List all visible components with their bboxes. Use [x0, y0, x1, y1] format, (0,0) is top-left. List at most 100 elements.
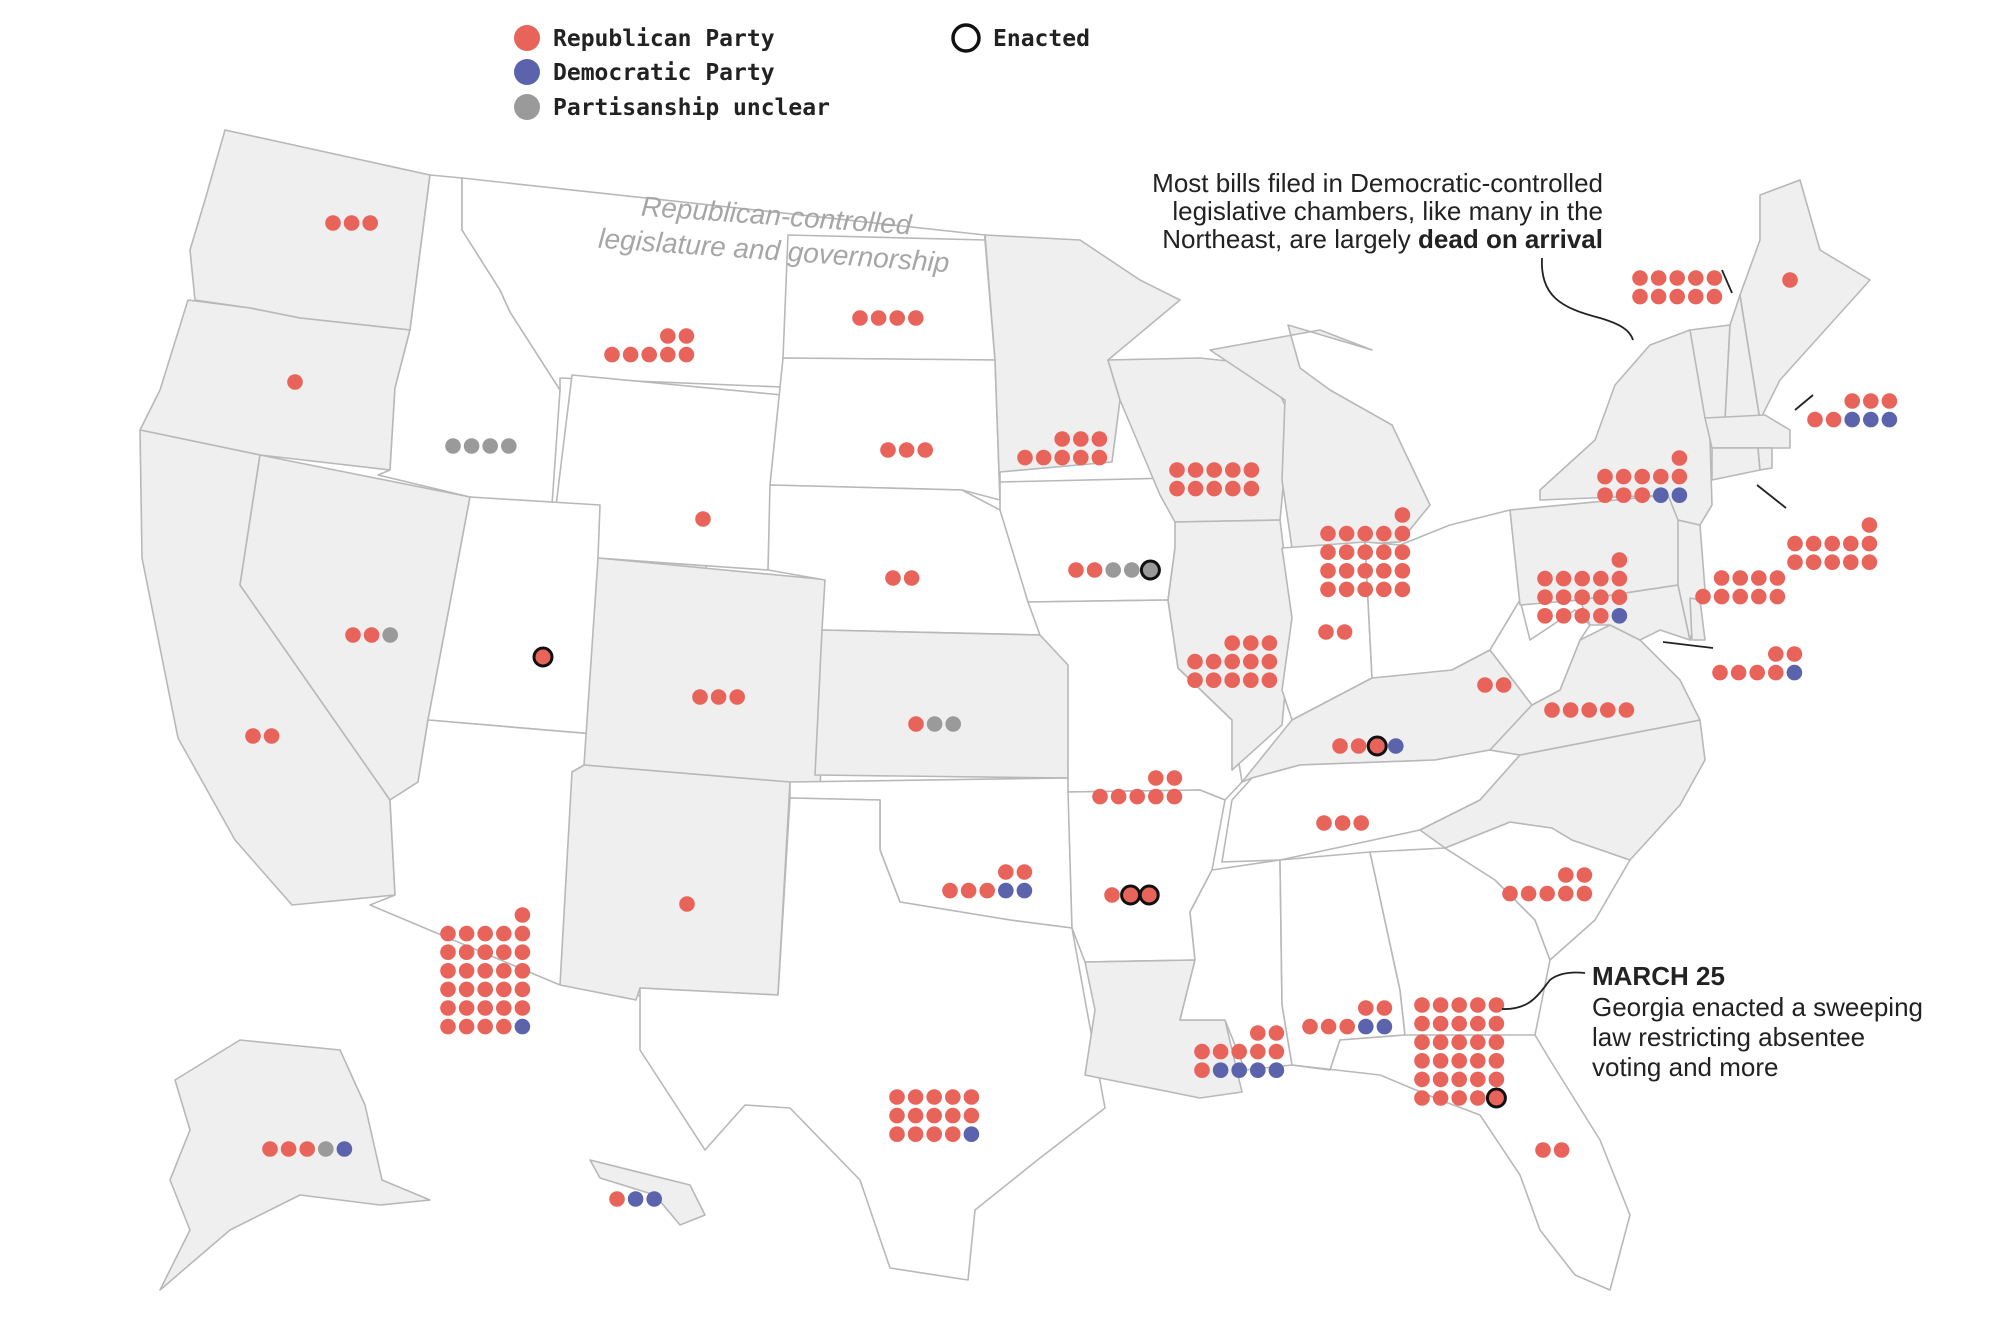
bill-dot-unclear: [501, 438, 517, 454]
bill-dot-republican: [1611, 570, 1628, 587]
bill-dot-republican: [1653, 468, 1669, 485]
bill-dot-republican: [1470, 1090, 1486, 1106]
bill-dot-republican: [1451, 997, 1467, 1013]
bill-dot-republican: [1593, 570, 1609, 587]
bill-dot-republican: [1414, 1053, 1430, 1069]
bill-dot-republican: [458, 963, 475, 979]
bill-dot-republican: [1224, 653, 1240, 670]
bill-dot-republican: [496, 981, 512, 998]
bill-dot-republican: [945, 1107, 961, 1124]
bill-dot-republican: [458, 944, 475, 960]
bill-dot-republican: [1357, 563, 1373, 579]
bill-dot-republican: [1730, 664, 1747, 681]
bill-group-tn: [1316, 815, 1369, 831]
bill-dot-unclear: [926, 716, 943, 732]
bill-dot-republican: [1148, 770, 1164, 786]
bill-dot-enacted: [1366, 735, 1388, 757]
bill-dot-republican: [898, 442, 915, 458]
bill-dot-republican: [1451, 1015, 1467, 1032]
bill-dot-republican: [1091, 431, 1108, 447]
bill-dot-republican: [1451, 1090, 1467, 1106]
state-fl: [1291, 1034, 1631, 1291]
bill-dot-republican: [1669, 288, 1685, 305]
bill-dot-enacted: [1138, 884, 1160, 906]
bill-dot-democratic: [1863, 411, 1879, 428]
bill-group-az: [440, 907, 531, 1035]
bill-dot-republican: [1414, 997, 1430, 1013]
bill-dot-republican: [1634, 487, 1650, 504]
bill-dot-republican: [1632, 288, 1648, 305]
bill-group-wy: [695, 511, 711, 527]
bill-dot-republican: [1224, 672, 1240, 688]
bill-group-ar: [1104, 884, 1160, 906]
bill-dot-democratic: [1268, 1062, 1285, 1078]
bill-dot-republican: [1432, 1015, 1449, 1032]
bill-dot-republican: [1332, 738, 1348, 754]
bill-dot-republican: [678, 328, 695, 344]
bill-dot-republican: [1320, 1018, 1337, 1035]
bill-dot-republican: [1712, 664, 1728, 681]
bill-group-md: [1712, 646, 1803, 681]
bill-dot-republican: [1261, 672, 1278, 688]
bill-group-ca: [245, 728, 280, 744]
bill-dot-republican: [1432, 1053, 1449, 1069]
bill-dot-democratic: [1611, 608, 1628, 624]
bill-dot-republican: [280, 1141, 297, 1157]
bill-dot-republican: [1488, 1015, 1505, 1032]
bill-dot-republican: [1600, 702, 1616, 718]
northeast-leader-line: [1541, 257, 1634, 341]
bill-dot-republican: [1581, 702, 1597, 718]
bill-dot-republican: [1544, 702, 1560, 718]
bill-dot-republican: [1824, 535, 1840, 552]
bill-dot-unclear: [318, 1141, 334, 1157]
bill-dot-republican: [1376, 581, 1392, 598]
state-nm: [559, 764, 791, 1001]
bill-dot-republican: [458, 1000, 475, 1016]
bill-dot-republican: [1537, 589, 1553, 605]
bill-dot-republican: [362, 215, 379, 231]
bill-dot-republican: [889, 310, 905, 326]
bill-dot-republican: [1205, 672, 1222, 688]
bill-dot-republican: [1316, 815, 1332, 831]
bill-group-fl: [1535, 1142, 1570, 1158]
bill-dot-republican: [1553, 1142, 1570, 1158]
bill-dot-republican: [926, 1089, 942, 1105]
state-tx: [639, 797, 1106, 1281]
georgia-note-line1: Georgia enacted a sweeping: [1592, 992, 1923, 1022]
bill-group-ct: [1787, 517, 1878, 570]
bill-dot-democratic: [336, 1141, 353, 1157]
bill-dot-republican: [1320, 581, 1336, 598]
bill-dot-republican: [1169, 480, 1185, 497]
bill-dot-unclear: [382, 627, 399, 643]
bill-dot-republican: [1320, 544, 1336, 560]
bill-dot-republican: [440, 944, 456, 960]
bill-dot-democratic: [514, 1018, 531, 1035]
bill-dot-republican: [1502, 885, 1518, 902]
bill-dot-republican: [1394, 525, 1411, 542]
bill-dot-democratic: [1653, 487, 1669, 504]
bill-dot-republican: [1824, 554, 1840, 570]
bill-dot-republican: [926, 1126, 942, 1142]
bill-dot-republican: [1414, 1015, 1430, 1032]
bill-dot-republican: [1358, 1000, 1374, 1016]
bill-dot-republican: [363, 627, 380, 643]
bill-dot-republican: [1073, 449, 1089, 466]
bill-group-ia: [1068, 559, 1161, 581]
bill-dot-unclear: [1124, 562, 1140, 578]
bill-dot-republican: [1338, 525, 1355, 542]
bill-group-ga: [1414, 997, 1507, 1109]
bill-dot-democratic: [1358, 1018, 1374, 1035]
bill-dot-republican: [477, 925, 494, 942]
bill-group-nj: [1695, 570, 1786, 605]
bill-dot-republican: [1169, 462, 1185, 478]
bill-dot-republican: [1376, 525, 1392, 542]
bill-dot-republican: [1732, 588, 1748, 605]
bill-dot-republican: [1187, 480, 1204, 497]
bill-dot-republican: [287, 374, 303, 390]
bill-dot-republican: [262, 1141, 278, 1157]
bill-dot-republican: [1593, 608, 1609, 624]
bill-dot-republican: [1782, 272, 1798, 288]
northeast-annotation: Most bills filed in Democratic-controlle…: [1152, 168, 1814, 649]
bill-group-in: [1318, 624, 1353, 640]
